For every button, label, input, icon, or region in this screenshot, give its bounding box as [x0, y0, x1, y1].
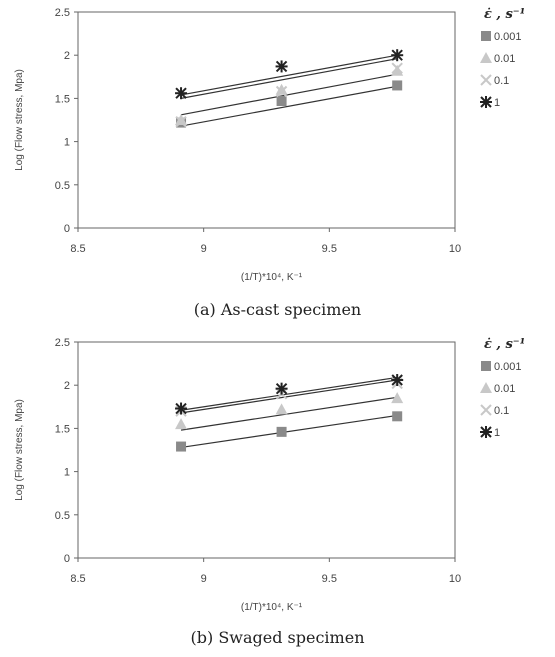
- legend-label: 1: [494, 427, 500, 439]
- legend-title: ε̇ , s⁻¹: [484, 7, 525, 22]
- data-point-0_001: [276, 426, 287, 437]
- legend-label: 0.01: [494, 53, 515, 65]
- legend-label: 0.01: [494, 383, 515, 395]
- x-tick-label: 8.5: [70, 573, 85, 585]
- trendline-0_1: [180, 58, 398, 99]
- plot-area-frame: [77, 11, 456, 229]
- x-tick-label: 9.5: [322, 573, 337, 585]
- legend-title: ε̇ , s⁻¹: [484, 337, 525, 352]
- data-point-0_01: [275, 83, 288, 95]
- x-tick-label: 10: [449, 573, 461, 585]
- data-point-0_01: [175, 114, 188, 125]
- data-point-0_1: [275, 85, 288, 98]
- plot-area-frame: [77, 341, 456, 559]
- legend-marker-0_1: [480, 404, 492, 416]
- data-point-0_01: [391, 392, 404, 404]
- y-tick-label: 1: [64, 467, 70, 479]
- y-tick-label: 0.5: [55, 510, 70, 522]
- chart-panel-a: 0 0.5 1 1.5 2 2.5 8.5 9 9.5 10 (1/T)*10⁴, K⁻¹ Log (…: [14, 7, 525, 319]
- data-point-0_01: [275, 403, 288, 415]
- y-axis-title: Log (Flow stress, Mpa): [14, 399, 25, 501]
- chart-b-svg: 0 0.5 1 1.5 2 2.5 8.5 9 9.5 10 (1/T)*10⁴, K⁻¹ Log (…: [14, 337, 525, 613]
- trendline-1: [180, 54, 398, 96]
- legend-marker-0_001: [481, 361, 491, 371]
- data-point-0_001: [176, 441, 187, 452]
- legend-marker-1: [480, 96, 492, 108]
- y-tick-label: 1: [64, 137, 70, 149]
- data-point-1: [391, 49, 404, 62]
- data-point-1: [391, 374, 404, 387]
- x-tick-label: 10: [449, 243, 461, 255]
- y-axis-title: Log (Flow stress, Mpa): [14, 69, 25, 171]
- data-point-0_1: [175, 116, 187, 128]
- x-tick-label: 8.5: [70, 243, 85, 255]
- data-point-0_1: [391, 62, 403, 74]
- legend-label: 1: [494, 97, 500, 109]
- data-point-1: [175, 87, 188, 100]
- y-tick-label: 2.5: [55, 337, 70, 349]
- x-tick-label: 9: [201, 243, 207, 255]
- chart-b-caption: (b) Swaged specimen: [190, 628, 365, 647]
- y-tick-label: 2: [64, 380, 70, 392]
- legend-marker-0_01: [480, 382, 492, 393]
- trendline-0_1: [180, 379, 398, 414]
- x-tick-label: 9: [201, 573, 207, 585]
- data-point-0_01: [175, 418, 188, 430]
- data-point-0_001: [392, 411, 403, 422]
- data-point-1: [175, 402, 188, 415]
- y-tick-label: 1.5: [55, 423, 70, 435]
- y-tick-label: 0: [64, 223, 70, 235]
- data-point-0_001: [276, 95, 287, 106]
- chart-a-caption: (a) As-cast specimen: [193, 300, 362, 319]
- y-tick-label: 2: [64, 50, 70, 62]
- data-point-1: [275, 382, 288, 395]
- y-tick-label: 2.5: [55, 7, 70, 19]
- legend-label: 0.1: [494, 75, 509, 87]
- data-point-0_01: [391, 64, 404, 76]
- trendline-0_01: [180, 396, 398, 431]
- trendline-0_001: [180, 85, 398, 127]
- data-point-1: [275, 60, 288, 73]
- chart-panel-b: 0 0.5 1 1.5 2 2.5 8.5 9 9.5 10 (1/T)*10⁴, K⁻¹ Log (…: [0, 330, 555, 657]
- y-tick-label: 1.5: [55, 93, 70, 105]
- chart-a-svg: 0 0.5 1 1.5 2 2.5 8.5 9 9.5 10 (1/T)*10⁴, K⁻¹ Log (…: [14, 7, 525, 283]
- x-tick-label: 9.5: [322, 243, 337, 255]
- trendline-1: [180, 376, 398, 411]
- trendline-0_01: [180, 73, 398, 116]
- x-axis-title: (1/T)*10⁴, K⁻¹: [241, 602, 303, 613]
- legend-label: 0.001: [494, 361, 522, 373]
- legend-marker-0_1: [480, 74, 492, 86]
- legend-label: 0.1: [494, 405, 509, 417]
- legend-marker-0_001: [481, 31, 491, 41]
- y-tick-label: 0.5: [55, 180, 70, 192]
- legend-marker-0_01: [480, 52, 492, 63]
- trendline-0_001: [180, 414, 398, 449]
- data-point-0_001: [392, 80, 403, 91]
- y-tick-label: 0: [64, 553, 70, 565]
- legend-marker-1: [480, 426, 492, 438]
- x-axis-title: (1/T)*10⁴, K⁻¹: [241, 272, 303, 283]
- legend-label: 0.001: [494, 31, 522, 43]
